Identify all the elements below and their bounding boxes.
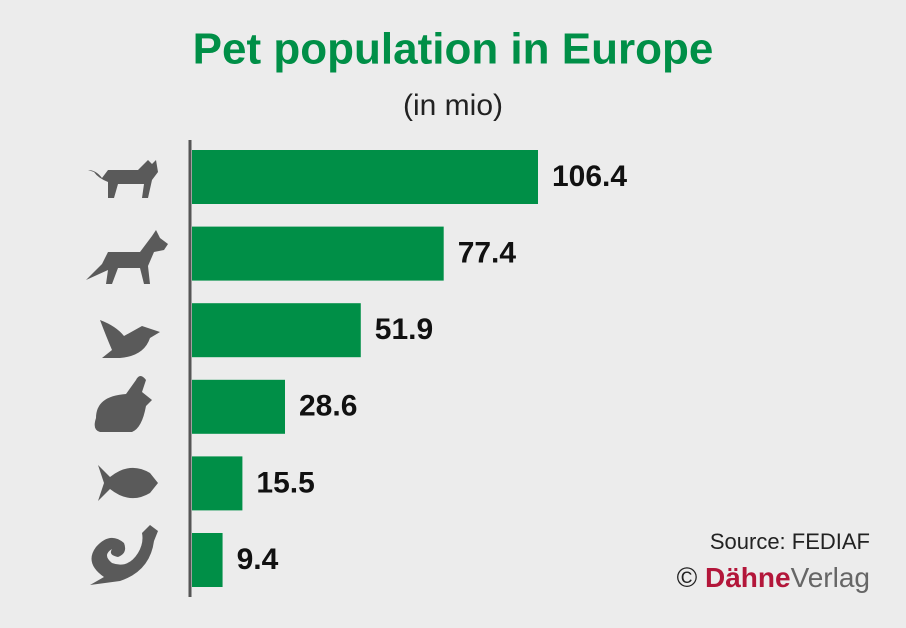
value-label: 15.5 bbox=[256, 466, 314, 499]
dog-icon bbox=[86, 230, 168, 284]
bar bbox=[192, 379, 286, 434]
chart-title: Pet population in Europe bbox=[193, 25, 714, 74]
value-label: 9.4 bbox=[237, 543, 279, 576]
value-label: 51.9 bbox=[375, 313, 433, 346]
bird-icon bbox=[100, 320, 160, 358]
value-label: 106.4 bbox=[552, 160, 627, 193]
brand-suffix: Verlag bbox=[791, 562, 870, 593]
copyright-symbol: © bbox=[677, 562, 698, 593]
value-label: 77.4 bbox=[458, 237, 517, 270]
chart-subtitle: (in mio) bbox=[403, 89, 503, 122]
credit: © DähneVerlag bbox=[677, 562, 870, 593]
bar bbox=[192, 303, 361, 358]
brand: Dähne bbox=[705, 562, 791, 593]
cat-icon bbox=[88, 160, 158, 198]
lizard-icon bbox=[90, 525, 158, 585]
bar bbox=[192, 533, 223, 587]
bar bbox=[192, 150, 538, 204]
rabbit-icon bbox=[94, 376, 152, 432]
fish-icon bbox=[98, 465, 158, 501]
value-label: 28.6 bbox=[299, 390, 357, 423]
source: Source: FEDIAF bbox=[710, 529, 870, 554]
bar bbox=[192, 226, 444, 281]
icons bbox=[86, 160, 168, 585]
bar bbox=[192, 456, 243, 511]
